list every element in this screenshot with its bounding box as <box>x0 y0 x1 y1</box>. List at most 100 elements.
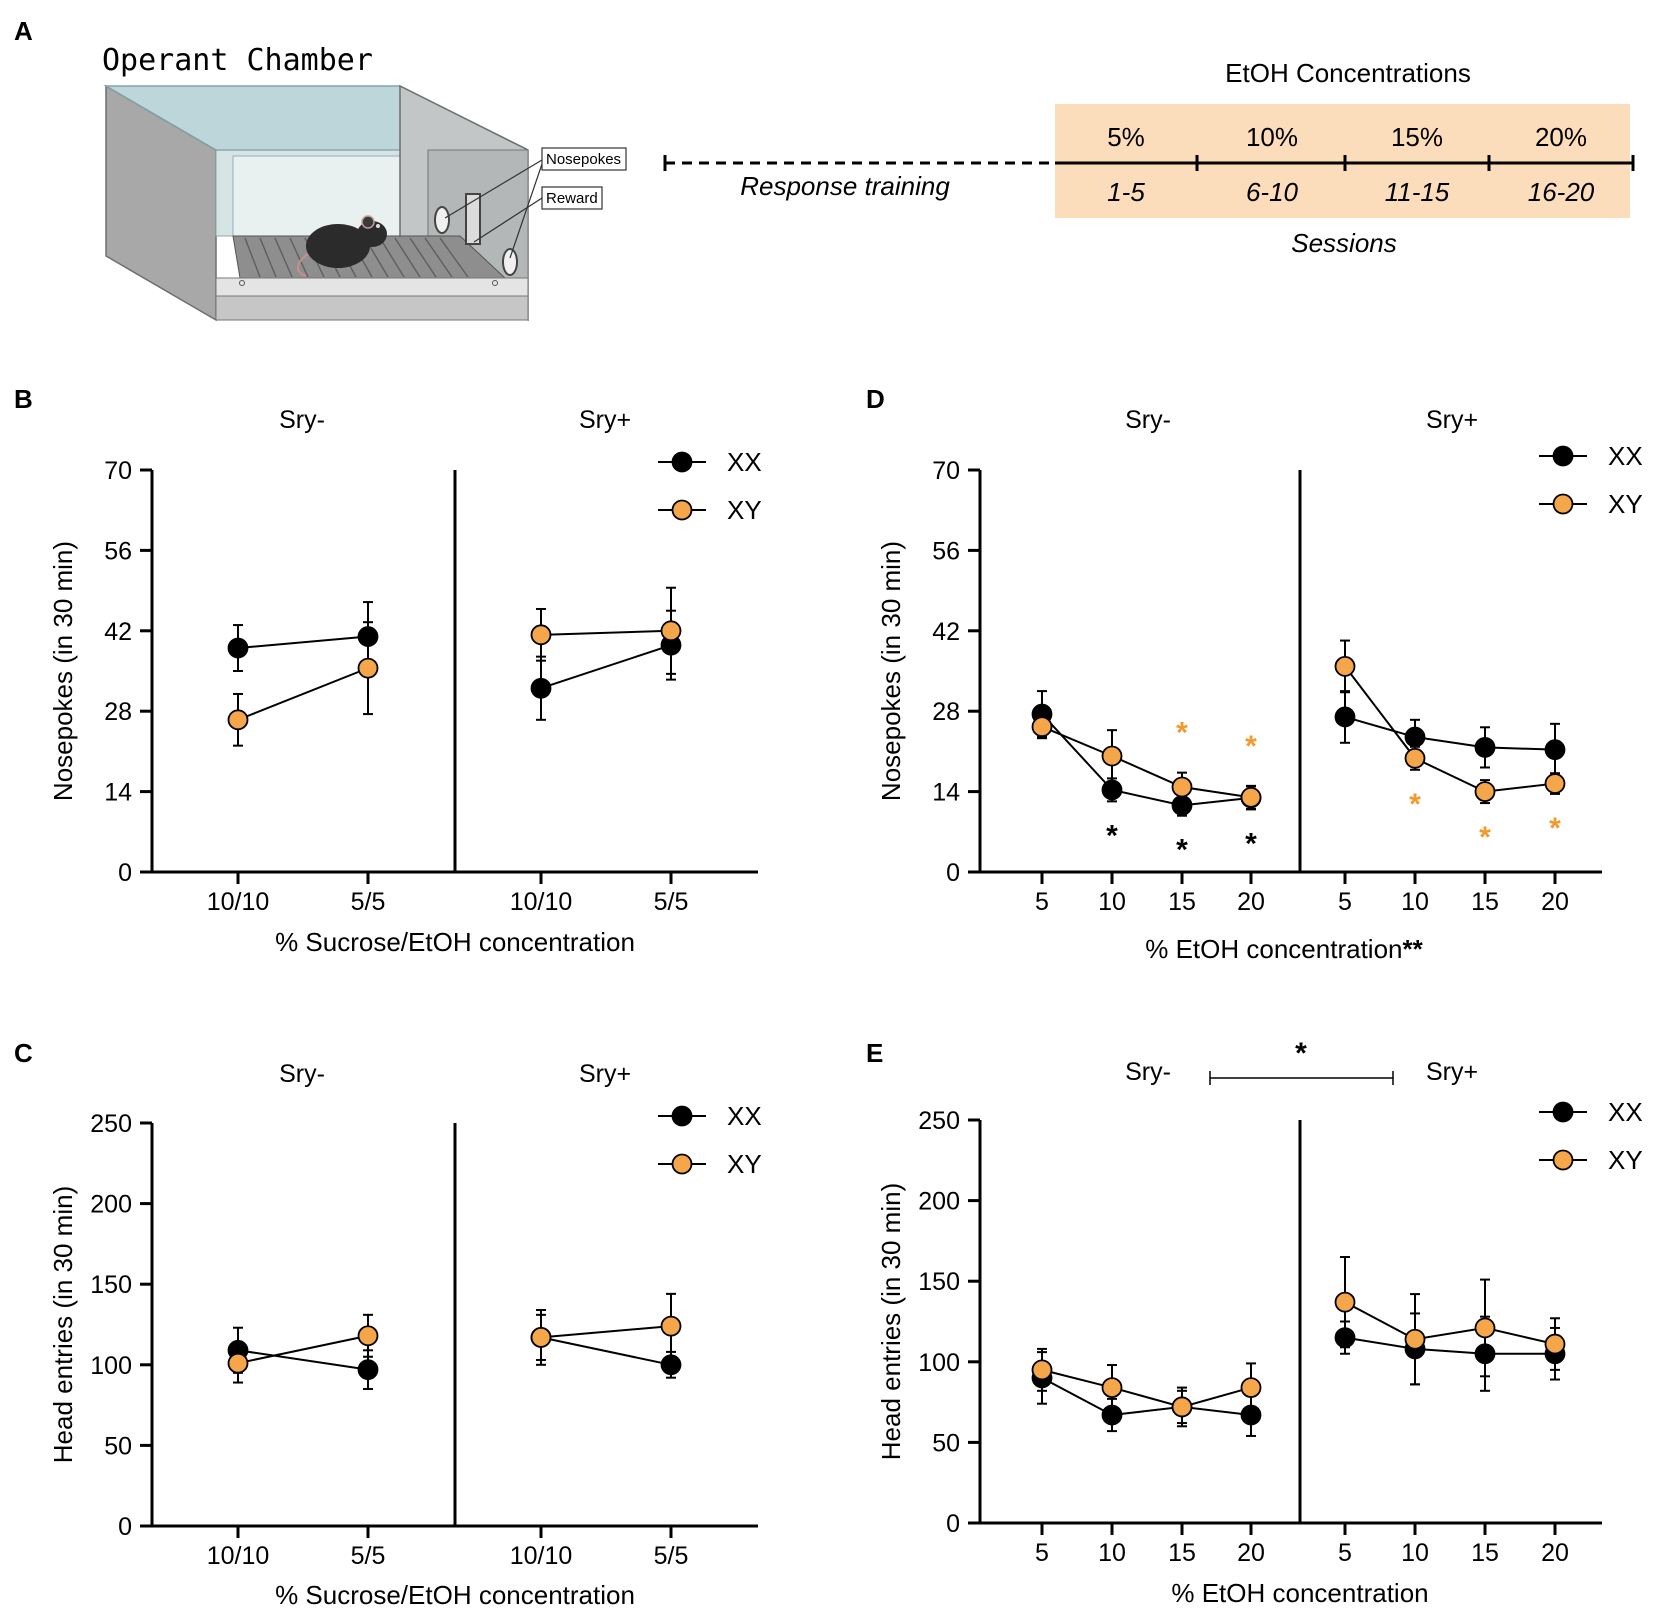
significance-asterisk: * <box>1295 1037 1307 1070</box>
x-tick-label: 15 <box>1168 888 1196 916</box>
x-tick-label: 10/10 <box>510 1542 573 1570</box>
data-point-xx <box>357 626 379 647</box>
x-tick-label: 10/10 <box>207 888 270 916</box>
series-line-xy <box>540 1325 672 1339</box>
panel-label-a: A <box>14 16 33 46</box>
data-point-xx <box>1404 726 1426 748</box>
x-axis-label: % EtOH concentration <box>1171 1578 1428 1608</box>
y-tick-label: 70 <box>932 457 960 485</box>
group-label: Sry+ <box>579 1060 631 1088</box>
series-line-xy <box>1041 1368 1252 1408</box>
x-tick-label: 10/10 <box>207 1542 270 1570</box>
callout-line-3 <box>473 197 543 243</box>
data-point-xy <box>1404 747 1426 769</box>
series-line-xy <box>237 667 369 721</box>
concentration-label: 15% <box>1391 122 1443 152</box>
y-axis-label: Nosepokes (in 30 min) <box>876 541 906 801</box>
y-tick-label: 0 <box>946 859 960 887</box>
data-point-xx <box>1544 739 1566 761</box>
operant-chamber-illustration: Nosepokes Reward <box>103 84 627 322</box>
data-point-xy <box>1474 781 1496 802</box>
x-axis-label: % EtOH concentration** <box>1145 934 1423 964</box>
training-label: Response training <box>740 171 950 201</box>
chart-panel-e: E 0 50 100 150 200 250 Head entries (in 30 min)… <box>866 1037 1643 1608</box>
significance-asterisk: * <box>1106 819 1118 852</box>
x-tick-label: 5 <box>1035 1539 1049 1567</box>
timeline-title: EtOH Concentrations <box>1225 58 1471 88</box>
concentration-label: 5% <box>1107 122 1145 152</box>
significance-asterisk: * <box>1176 834 1188 867</box>
x-tick-label: 20 <box>1237 888 1265 916</box>
legend-label: XY <box>1608 489 1643 519</box>
callout-line-2 <box>509 163 543 259</box>
panel-label-d: D <box>866 384 885 414</box>
x-tick-label: 10 <box>1401 1539 1429 1567</box>
legend-label: XX <box>727 1101 762 1131</box>
data-point-xy <box>1544 1333 1566 1355</box>
data-point-xy <box>1101 745 1123 767</box>
group-label: Sry- <box>279 406 325 434</box>
x-tick-label: 5/5 <box>654 888 689 916</box>
data-point-xx <box>1101 1404 1123 1426</box>
data-point-xx <box>660 1354 682 1376</box>
series-line-xx <box>1344 1336 1555 1355</box>
y-tick-label: 28 <box>104 698 132 726</box>
x-tick-label: 15 <box>1168 1539 1196 1567</box>
x-tick-label: 5/5 <box>351 888 386 916</box>
series-line-xx <box>237 1349 369 1371</box>
data-point-xy <box>1171 776 1193 798</box>
x-tick-label: 20 <box>1541 1539 1569 1567</box>
series-line-xx <box>1344 715 1556 751</box>
reward-callout: Reward <box>546 190 598 207</box>
x-tick-label: 15 <box>1471 1539 1499 1567</box>
chart-panel-b: B 0 14 28 42 56 70 Nosepokes (in 30 min) % Sucro… <box>14 384 762 957</box>
panel-label-c: C <box>14 1038 33 1068</box>
y-tick-label: 250 <box>918 1107 960 1135</box>
data-point-xy <box>1240 1377 1262 1398</box>
data-point-xy <box>1101 1377 1123 1398</box>
y-tick-label: 50 <box>104 1432 132 1460</box>
significance-marker: ** <box>1402 934 1423 964</box>
x-tick-label: 5 <box>1338 1539 1352 1567</box>
y-tick-label: 250 <box>90 1110 132 1138</box>
legend-marker-xy <box>671 499 693 521</box>
x-tick-label: 20 <box>1541 888 1569 916</box>
legend-marker-xx <box>671 1105 693 1127</box>
data-point-xy <box>1171 1396 1193 1418</box>
series-line-xy <box>1344 665 1556 793</box>
x-tick-label: 10 <box>1098 888 1126 916</box>
y-tick-label: 100 <box>90 1352 132 1380</box>
data-point-xy <box>1240 786 1262 808</box>
session-range: 11-15 <box>1385 177 1450 207</box>
chart-panel-d: D 0 14 28 42 56 70 Nosepokes (in 30 min) % EtOH … <box>866 384 1643 964</box>
data-point-xy <box>1031 716 1053 738</box>
data-point-xx <box>357 1359 379 1381</box>
data-point-xx <box>530 677 552 699</box>
data-point-xx <box>227 637 249 659</box>
legend-label: XY <box>727 1149 762 1179</box>
y-tick-label: 56 <box>932 537 960 565</box>
y-tick-label: 0 <box>946 1510 960 1538</box>
legend-label: XY <box>727 495 762 525</box>
chamber-front-frame <box>215 277 529 297</box>
data-point-xy <box>227 1352 249 1374</box>
concentration-label: 20% <box>1535 122 1587 152</box>
group-label: Sry- <box>1125 1058 1171 1086</box>
y-tick-label: 0 <box>118 859 132 887</box>
concentration-label: 10% <box>1246 122 1298 152</box>
y-tick-label: 100 <box>918 1349 960 1377</box>
series-line-xx <box>540 1336 672 1366</box>
data-point-xy <box>357 657 379 679</box>
group-label: Sry+ <box>1426 1058 1478 1086</box>
y-tick-label: 14 <box>932 779 960 807</box>
group-label: Sry- <box>1125 406 1171 434</box>
legend-label: XY <box>1608 1145 1643 1175</box>
x-tick-label: 5/5 <box>351 1542 386 1570</box>
y-axis-label: Head entries (in 30 min) <box>48 1186 78 1463</box>
y-tick-label: 150 <box>918 1268 960 1296</box>
sessions-label: Sessions <box>1291 228 1397 258</box>
nosepokes-callout-box <box>541 147 627 171</box>
x-tick-label: 5/5 <box>654 1542 689 1570</box>
y-tick-label: 56 <box>104 537 132 565</box>
